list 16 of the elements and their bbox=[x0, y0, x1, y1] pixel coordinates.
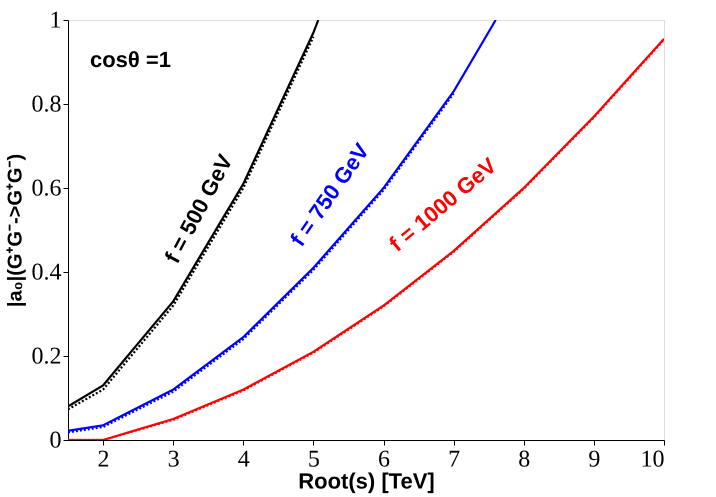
y-tick-label: 0.6 bbox=[32, 176, 62, 202]
annotation: cosθ =1 bbox=[90, 47, 171, 72]
y-tick-label: 0 bbox=[50, 428, 62, 454]
y-axis-title: |a₀|(G⁺G⁻->G⁺G⁻) bbox=[4, 154, 26, 308]
annotation: f = 500 GeV bbox=[160, 150, 238, 268]
y-tick-label: 0.8 bbox=[32, 92, 62, 118]
y-tick-label: 0.4 bbox=[32, 260, 62, 286]
y-tick-label: 0.2 bbox=[32, 344, 62, 370]
x-tick-label: 2 bbox=[98, 446, 110, 472]
x-tick-label: 9 bbox=[588, 446, 600, 472]
x-tick-label: 7 bbox=[448, 446, 460, 472]
x-tick-label: 3 bbox=[168, 446, 180, 472]
y-tick-label: 1 bbox=[50, 8, 62, 34]
x-tick-label: 10 bbox=[640, 446, 664, 472]
x-tick-label: 8 bbox=[518, 446, 530, 472]
x-tick-label: 4 bbox=[238, 446, 250, 472]
